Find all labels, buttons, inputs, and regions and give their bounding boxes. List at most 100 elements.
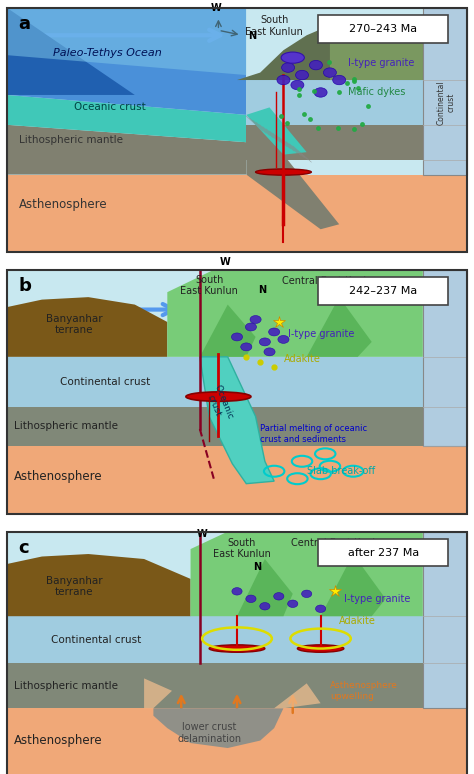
FancyBboxPatch shape: [319, 15, 448, 43]
Polygon shape: [423, 532, 467, 708]
Text: a: a: [18, 15, 31, 33]
Polygon shape: [7, 175, 467, 252]
Polygon shape: [7, 297, 167, 357]
Text: Banyanhar
terrane: Banyanhar terrane: [46, 576, 103, 598]
Text: Banyanhar
terrane: Banyanhar terrane: [46, 313, 103, 335]
Ellipse shape: [259, 338, 271, 346]
Ellipse shape: [250, 316, 261, 324]
Ellipse shape: [333, 75, 346, 85]
Polygon shape: [200, 357, 274, 484]
Polygon shape: [423, 270, 467, 447]
Text: after 237 Ma: after 237 Ma: [348, 548, 419, 558]
Polygon shape: [7, 616, 423, 663]
Polygon shape: [246, 8, 423, 175]
Ellipse shape: [282, 63, 295, 72]
Text: b: b: [18, 277, 32, 295]
Text: Lithospheric mantle: Lithospheric mantle: [14, 681, 118, 691]
Polygon shape: [320, 554, 386, 616]
Text: N: N: [253, 562, 261, 572]
Ellipse shape: [281, 52, 304, 63]
Text: I-type granite: I-type granite: [288, 330, 355, 340]
Text: Continental crust: Continental crust: [51, 635, 141, 645]
Polygon shape: [246, 80, 423, 125]
Polygon shape: [191, 532, 423, 616]
Text: South
East Kunlun: South East Kunlun: [245, 15, 303, 37]
Ellipse shape: [314, 87, 327, 98]
Polygon shape: [7, 357, 423, 406]
FancyBboxPatch shape: [319, 277, 448, 305]
Ellipse shape: [323, 68, 337, 77]
Ellipse shape: [209, 645, 265, 652]
Ellipse shape: [260, 602, 270, 610]
Polygon shape: [7, 447, 467, 513]
Text: Asthenosphere: Asthenosphere: [18, 198, 107, 211]
Text: Continental
crust: Continental crust: [437, 80, 456, 125]
Text: N: N: [258, 285, 266, 295]
Text: Lithospheric mantle: Lithospheric mantle: [14, 422, 118, 431]
Ellipse shape: [310, 60, 322, 70]
Polygon shape: [274, 683, 320, 708]
Polygon shape: [307, 297, 372, 357]
Ellipse shape: [264, 348, 275, 356]
Polygon shape: [7, 8, 246, 75]
Polygon shape: [7, 554, 191, 616]
Polygon shape: [7, 270, 467, 513]
Ellipse shape: [255, 169, 311, 175]
Ellipse shape: [273, 593, 284, 600]
Ellipse shape: [316, 605, 326, 612]
Ellipse shape: [246, 595, 256, 602]
Text: I-type granite: I-type granite: [344, 594, 410, 604]
Text: Paleo-Tethys Ocean: Paleo-Tethys Ocean: [53, 48, 161, 58]
Polygon shape: [7, 125, 246, 175]
Polygon shape: [246, 108, 307, 155]
Ellipse shape: [297, 645, 344, 652]
Text: Partial melting of oceanic
crust and sediments: Partial melting of oceanic crust and sed…: [260, 424, 367, 444]
Polygon shape: [7, 95, 246, 142]
Text: Oceanic crust: Oceanic crust: [74, 102, 146, 112]
Text: Asthenosphere
upwelling: Asthenosphere upwelling: [330, 681, 398, 700]
Text: Continental crust: Continental crust: [61, 377, 151, 387]
Ellipse shape: [288, 600, 298, 608]
Polygon shape: [237, 559, 293, 616]
Text: South
East Kunlun: South East Kunlun: [180, 275, 238, 296]
Text: N: N: [248, 31, 257, 41]
Polygon shape: [330, 18, 423, 80]
Text: Mafic dykes: Mafic dykes: [348, 87, 406, 98]
Text: South
East Kunlun: South East Kunlun: [213, 538, 271, 560]
Polygon shape: [7, 663, 423, 708]
Polygon shape: [246, 142, 339, 229]
Polygon shape: [7, 532, 467, 774]
Polygon shape: [200, 305, 255, 357]
Text: Central East Kunlun: Central East Kunlun: [291, 538, 388, 548]
Polygon shape: [154, 708, 283, 748]
Ellipse shape: [277, 75, 290, 85]
Text: W: W: [197, 529, 208, 539]
Text: I-type granite: I-type granite: [348, 57, 415, 67]
Ellipse shape: [186, 392, 251, 402]
Polygon shape: [7, 406, 423, 447]
Polygon shape: [144, 678, 172, 708]
Text: Asthenosphere: Asthenosphere: [14, 470, 103, 483]
Text: Oceanic
crust: Oceanic crust: [202, 384, 234, 425]
FancyBboxPatch shape: [319, 539, 448, 567]
Polygon shape: [246, 125, 423, 159]
Ellipse shape: [301, 590, 312, 598]
Text: 242–237 Ma: 242–237 Ma: [349, 286, 418, 296]
Ellipse shape: [246, 323, 256, 331]
Polygon shape: [423, 8, 467, 175]
Ellipse shape: [232, 587, 242, 595]
Text: Slab break-off: Slab break-off: [307, 466, 375, 476]
Ellipse shape: [291, 80, 304, 90]
Ellipse shape: [269, 328, 280, 336]
Text: c: c: [18, 539, 29, 557]
Polygon shape: [237, 18, 423, 80]
Text: Adakite: Adakite: [283, 354, 320, 365]
Polygon shape: [7, 8, 135, 95]
Text: Asthenosphere: Asthenosphere: [14, 734, 103, 747]
Ellipse shape: [278, 335, 289, 344]
Polygon shape: [7, 708, 467, 774]
Text: Adakite: Adakite: [339, 616, 376, 626]
Text: lower crust
delamination: lower crust delamination: [177, 722, 241, 744]
Ellipse shape: [231, 333, 243, 341]
Polygon shape: [7, 8, 246, 115]
